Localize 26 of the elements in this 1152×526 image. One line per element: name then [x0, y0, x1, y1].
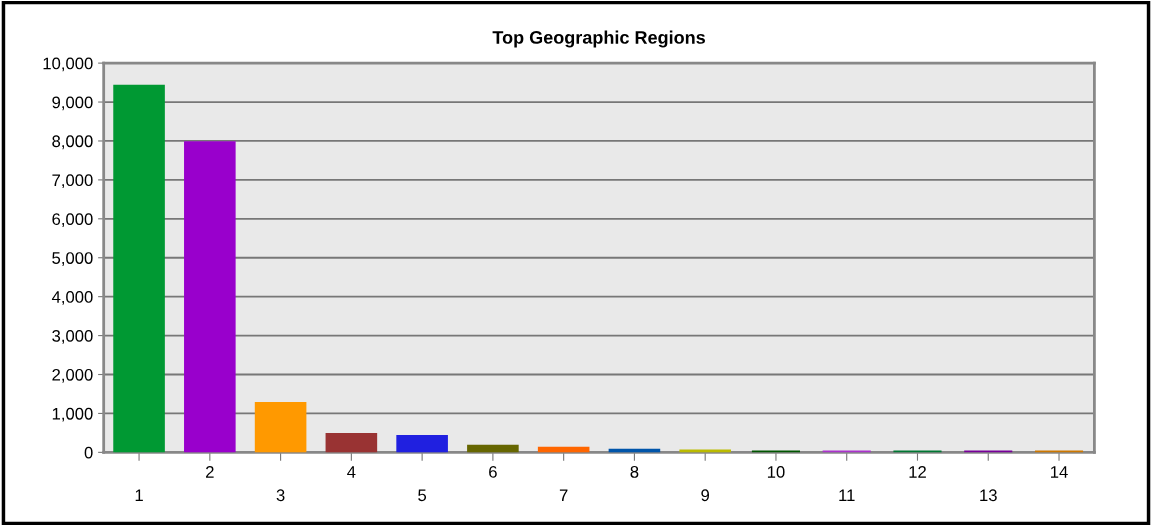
- x-tick-label: 3: [276, 489, 285, 502]
- x-tick-label: 10: [767, 465, 785, 478]
- y-tick-label: 10,000: [43, 57, 93, 72]
- y-tick-label: 9,000: [52, 96, 93, 111]
- x-tick-label: 11: [839, 489, 855, 501]
- x-tick-label: 7: [559, 489, 568, 501]
- x-tick-label: 4: [347, 466, 356, 478]
- y-tick-label: 2,000: [52, 368, 93, 383]
- y-tick-label: 3,000: [52, 329, 93, 344]
- y-tick-label: 7,000: [52, 174, 93, 189]
- x-tick-label: 8: [630, 465, 639, 478]
- chart-title: Top Geographic Regions: [492, 30, 705, 48]
- x-tick-label: 2: [206, 465, 214, 478]
- x-tick-label: 9: [701, 489, 710, 502]
- x-tick-label: 6: [489, 465, 497, 478]
- y-tick-label: 1,000: [52, 407, 93, 422]
- y-tick-label: 0: [84, 446, 93, 459]
- x-tick-label: 12: [909, 465, 926, 478]
- x-tick-label: 14: [1051, 466, 1068, 478]
- y-tick-label: 4,000: [51, 291, 93, 305]
- x-tick-label: 13: [980, 489, 997, 502]
- x-tick-label: 1: [135, 489, 143, 501]
- y-tick-label: 5,000: [52, 252, 93, 266]
- y-tick-label: 6,000: [52, 213, 93, 227]
- y-tick-label: 8,000: [52, 135, 93, 150]
- x-tick-label: 5: [418, 489, 427, 502]
